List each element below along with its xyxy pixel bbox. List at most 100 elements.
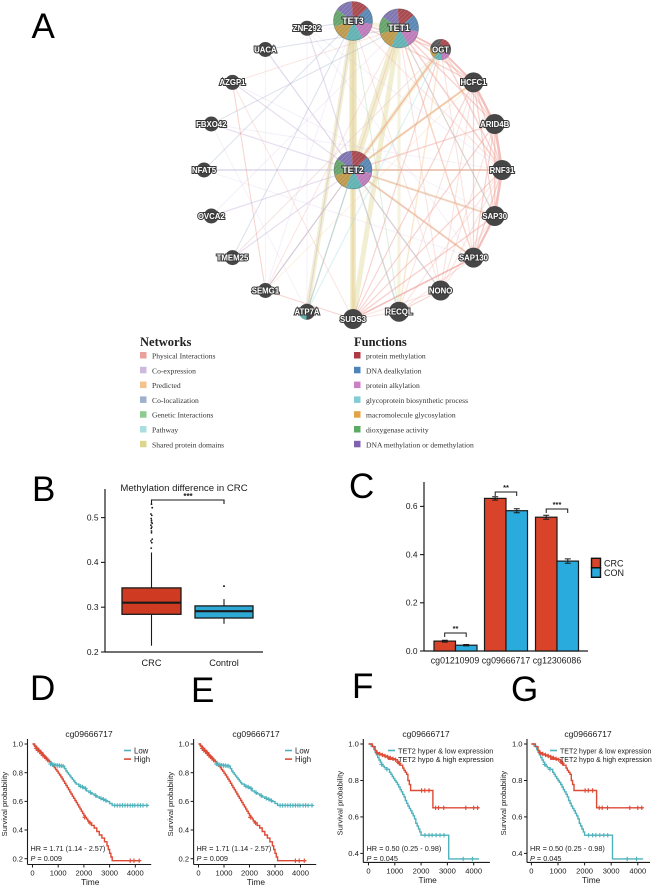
svg-text:TET2 hypo & high expression: TET2 hypo & high expression <box>398 755 494 764</box>
svg-text:cg01210909: cg01210909 <box>431 656 480 666</box>
svg-text:D: D <box>30 669 55 708</box>
svg-text:HR = 0.50 (0.25 - 0.98): HR = 0.50 (0.25 - 0.98) <box>530 844 605 853</box>
svg-text:0.6: 0.6 <box>179 797 190 806</box>
svg-text:0.4: 0.4 <box>406 549 418 559</box>
svg-text:cg09666717: cg09666717 <box>564 729 612 739</box>
svg-text:4000: 4000 <box>629 866 646 875</box>
svg-text:Functions: Functions <box>354 335 407 349</box>
svg-text:dioxygenase activity: dioxygenase activity <box>366 426 429 435</box>
svg-text:2000: 2000 <box>576 866 593 875</box>
svg-text:RECQL: RECQL <box>385 308 413 317</box>
svg-text:Co-expression: Co-expression <box>152 366 196 375</box>
svg-text:Shared protein domains: Shared protein domains <box>152 440 224 449</box>
svg-text:Survival probability: Survival probability <box>0 772 9 837</box>
svg-text:0: 0 <box>529 866 533 875</box>
svg-text:3000: 3000 <box>101 869 118 878</box>
svg-text:cg12306086: cg12306086 <box>533 656 582 666</box>
svg-text:HR = 0.50 (0.25 - 0.98): HR = 0.50 (0.25 - 0.98) <box>367 844 442 853</box>
svg-text:TMEM25: TMEM25 <box>217 253 249 262</box>
svg-text:0.6: 0.6 <box>406 501 418 511</box>
svg-text:TET2 hyper & low expression: TET2 hyper & low expression <box>398 746 493 755</box>
svg-text:FBXO42: FBXO42 <box>196 120 227 129</box>
svg-text:RNF31: RNF31 <box>490 166 515 175</box>
svg-text:Methylation difference in CRC: Methylation difference in CRC <box>120 483 247 494</box>
svg-text:Survival probability: Survival probability <box>499 771 508 836</box>
svg-text:OVCA2: OVCA2 <box>198 212 226 221</box>
svg-text:Pathway: Pathway <box>152 426 178 435</box>
svg-text:Co-localization: Co-localization <box>152 396 199 405</box>
svg-text:High: High <box>295 755 311 764</box>
svg-text:glycoprotein biosynthetic proc: glycoprotein biosynthetic process <box>366 396 468 405</box>
svg-text:***: *** <box>183 492 193 501</box>
svg-text:A: A <box>32 7 56 46</box>
svg-text:TET2 hyper & low expression: TET2 hyper & low expression <box>560 748 652 755</box>
svg-text:4000: 4000 <box>127 869 144 878</box>
svg-text:protein methylation: protein methylation <box>366 352 426 361</box>
svg-text:0.0: 0.0 <box>406 646 418 656</box>
svg-text:0.4: 0.4 <box>179 826 190 835</box>
svg-text:HR = 1.71 (1.14 - 2.57): HR = 1.71 (1.14 - 2.57) <box>31 844 106 853</box>
svg-text:cg09666717: cg09666717 <box>232 729 280 739</box>
svg-text:Physical Interactions: Physical Interactions <box>152 352 216 361</box>
svg-text:1.0: 1.0 <box>12 740 23 749</box>
svg-text:ARID4B: ARID4B <box>480 120 509 129</box>
svg-text:P = 0.009: P = 0.009 <box>31 854 62 863</box>
svg-text:0: 0 <box>196 869 200 878</box>
svg-text:AZGP1: AZGP1 <box>220 78 247 87</box>
svg-text:TET2 hypo & high expression: TET2 hypo & high expression <box>560 757 652 764</box>
svg-text:0.2: 0.2 <box>12 854 23 863</box>
svg-text:0.2: 0.2 <box>406 598 418 608</box>
svg-text:P = 0.045: P = 0.045 <box>530 854 561 863</box>
svg-text:Networks: Networks <box>140 335 192 349</box>
svg-text:0.6: 0.6 <box>348 813 359 822</box>
svg-text:**: ** <box>453 624 459 633</box>
svg-text:SEMG1: SEMG1 <box>252 286 280 295</box>
svg-text:Low: Low <box>295 746 310 755</box>
svg-text:DNA dealkylation: DNA dealkylation <box>366 366 422 375</box>
svg-text:E: E <box>191 671 214 710</box>
svg-text:3000: 3000 <box>267 869 284 878</box>
svg-text:CRC: CRC <box>142 658 162 668</box>
svg-text:0.8: 0.8 <box>348 776 359 785</box>
svg-text:0.6: 0.6 <box>512 813 523 822</box>
svg-text:ZNF292: ZNF292 <box>293 24 322 33</box>
svg-text:0.5: 0.5 <box>87 512 99 522</box>
svg-text:Time: Time <box>81 877 100 887</box>
svg-text:Low: Low <box>134 746 149 755</box>
svg-text:4000: 4000 <box>465 866 482 875</box>
svg-text:SUDS3: SUDS3 <box>340 315 367 324</box>
svg-text:SAP30: SAP30 <box>482 212 507 221</box>
svg-text:Time: Time <box>419 875 438 885</box>
svg-text:0: 0 <box>30 869 34 878</box>
svg-text:High: High <box>134 755 150 764</box>
svg-text:Time: Time <box>247 877 266 887</box>
svg-text:P = 0.045: P = 0.045 <box>367 854 398 863</box>
svg-text:Survival probability: Survival probability <box>166 772 175 837</box>
svg-text:CON: CON <box>604 568 624 578</box>
svg-text:1000: 1000 <box>50 869 67 878</box>
svg-text:Survival probability: Survival probability <box>336 771 345 836</box>
svg-text:3000: 3000 <box>439 866 456 875</box>
svg-text:DNA methylation or demethylati: DNA methylation or demethylation <box>366 440 474 449</box>
svg-text:1.0: 1.0 <box>348 740 359 749</box>
svg-text:HR = 1.71 (1.14 - 2.57): HR = 1.71 (1.14 - 2.57) <box>197 844 272 853</box>
svg-text:C: C <box>349 467 374 506</box>
svg-text:0.4: 0.4 <box>87 557 99 567</box>
svg-text:TET3: TET3 <box>342 16 364 26</box>
svg-text:1000: 1000 <box>550 866 567 875</box>
svg-text:F: F <box>352 667 373 706</box>
svg-text:Predicted: Predicted <box>152 381 181 390</box>
svg-text:0.6: 0.6 <box>12 797 23 806</box>
svg-text:***: *** <box>553 500 562 509</box>
svg-text:protein alkylation: protein alkylation <box>366 381 420 390</box>
svg-text:P = 0.009: P = 0.009 <box>197 854 228 863</box>
svg-text:0.3: 0.3 <box>87 602 99 612</box>
svg-text:0.4: 0.4 <box>348 849 359 858</box>
svg-text:1.0: 1.0 <box>512 740 523 749</box>
svg-text:0.8: 0.8 <box>12 768 23 777</box>
svg-text:G: G <box>511 670 538 709</box>
svg-text:TET1: TET1 <box>388 23 410 33</box>
svg-text:0.2: 0.2 <box>87 647 99 657</box>
svg-text:NFAT5: NFAT5 <box>192 166 217 175</box>
svg-text:4000: 4000 <box>292 869 309 878</box>
